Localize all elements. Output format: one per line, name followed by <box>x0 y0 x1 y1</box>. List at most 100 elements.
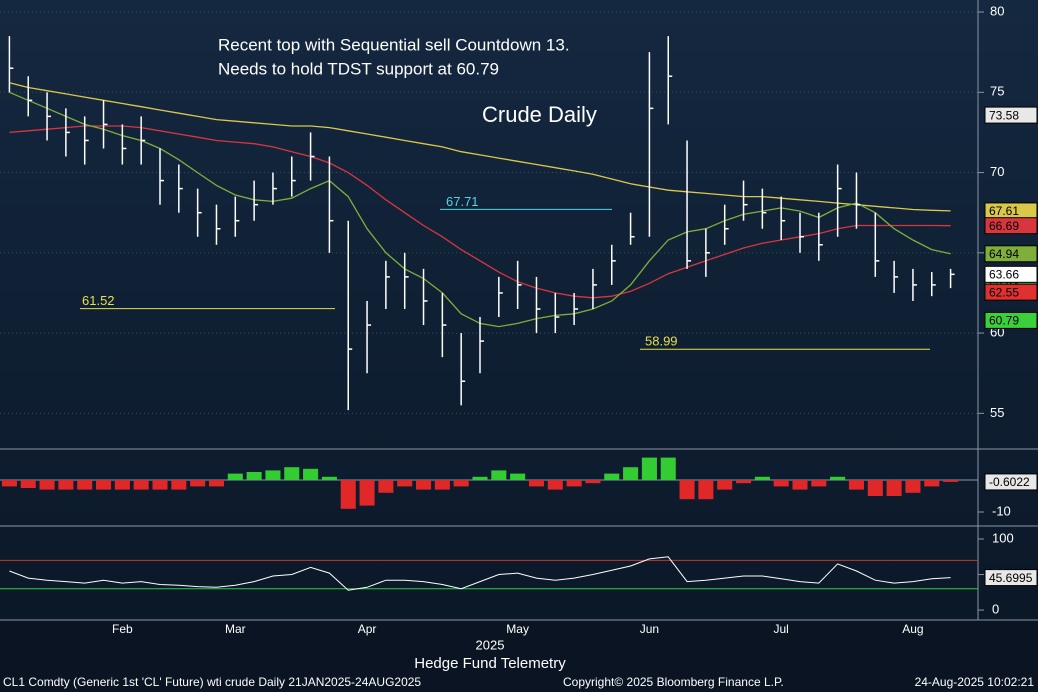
ma-tag-box <box>984 217 1038 235</box>
histogram-bar <box>848 480 864 490</box>
histogram-bar <box>246 472 262 480</box>
moving-average <box>9 125 951 299</box>
histogram-bar <box>886 480 902 496</box>
histogram-bar <box>20 480 36 488</box>
histogram-bar <box>717 480 733 490</box>
x-tick-label: Feb <box>112 622 133 636</box>
y-tick-label: 0 <box>992 601 999 616</box>
histogram-bar <box>1 480 17 487</box>
histogram-bar <box>58 480 74 490</box>
price-tag: 60.79 <box>989 314 1019 328</box>
histogram-bar <box>754 476 770 480</box>
histogram-bar <box>472 476 488 480</box>
histogram-bar <box>811 480 827 487</box>
value-tag: -0.6022 <box>989 475 1030 489</box>
ma-tag-box <box>984 245 1038 263</box>
histogram-bar <box>585 480 601 484</box>
histogram-bar <box>359 480 375 506</box>
value-tag-box <box>984 569 1038 587</box>
histogram-bar <box>623 467 639 480</box>
histogram-bar <box>77 480 93 490</box>
histogram-bar <box>321 476 337 480</box>
rsi-line <box>9 556 951 591</box>
y-tick-label: 70 <box>990 164 1004 179</box>
histogram-bar <box>434 480 450 490</box>
y-tick-label: -10 <box>992 503 1011 518</box>
price-tag-box <box>984 311 1038 329</box>
ma-tag: 64.94 <box>989 247 1019 261</box>
histogram-bar <box>943 480 959 482</box>
histogram-bar <box>547 480 563 490</box>
histogram-bar <box>303 468 319 480</box>
histogram-bar <box>604 473 620 480</box>
last-price-tag: 63.66 <box>989 267 1019 281</box>
x-axis-label: 2025 <box>476 637 505 652</box>
level-label: 67.71 <box>446 194 479 209</box>
x-tick-label: Jul <box>774 622 789 636</box>
histogram-bar <box>491 470 507 480</box>
last-price-tag-box <box>984 265 1038 283</box>
y-tick-label: 100 <box>992 530 1014 545</box>
moving-average <box>9 82 951 212</box>
histogram-bar <box>641 457 657 480</box>
annotation: Recent top with Sequential sell Countdow… <box>218 35 570 54</box>
chart-title: Crude Daily <box>482 102 597 127</box>
histogram-bar <box>133 480 149 490</box>
histogram-bar <box>905 480 921 493</box>
ma-tag: 67.61 <box>989 204 1019 218</box>
histogram-bar <box>114 480 130 490</box>
price-tag-box <box>984 283 1038 301</box>
histogram-bar <box>698 480 714 500</box>
x-tick-label: Aug <box>902 622 923 636</box>
y-tick-label: 75 <box>990 84 1004 99</box>
histogram-bar <box>152 480 168 490</box>
timestamp: 24-Aug-2025 10:02:21 <box>915 675 1035 689</box>
histogram-bar <box>830 476 846 480</box>
level-label: 61.52 <box>82 293 115 308</box>
copyright: Copyright© 2025 Bloomberg Finance L.P. <box>563 675 784 689</box>
histogram-bar <box>679 480 695 500</box>
histogram-bar <box>96 480 112 490</box>
histogram-bar <box>792 480 808 490</box>
histogram-bar <box>208 480 224 487</box>
histogram-bar <box>924 480 940 487</box>
histogram-bar <box>453 480 469 487</box>
histogram-bar <box>190 480 206 487</box>
y-tick-label: 80 <box>990 3 1004 18</box>
x-tick-label: Mar <box>225 622 246 636</box>
x-tick-label: Apr <box>358 622 377 636</box>
y-tick-label: 55 <box>990 405 1004 420</box>
annotation: Needs to hold TDST support at 60.79 <box>218 59 499 78</box>
x-tick-label: Jun <box>640 622 659 636</box>
histogram-bar <box>227 473 243 480</box>
value-tag-box <box>984 473 1038 491</box>
histogram-bar <box>171 480 187 490</box>
histogram-bar <box>416 480 432 490</box>
histogram-bar <box>397 480 413 487</box>
price-tag: 62.55 <box>989 285 1019 299</box>
footer-band <box>0 620 1038 692</box>
histogram-bar <box>660 457 676 480</box>
price-tag: 73.58 <box>989 108 1019 122</box>
histogram-bar <box>340 480 356 509</box>
histogram-bar <box>265 470 281 480</box>
level-label: 58.99 <box>645 334 678 349</box>
histogram-bar <box>566 480 582 487</box>
price-tag-box <box>984 106 1038 124</box>
security: CL1 Comdty (Generic 1st 'CL' Future) wti… <box>3 675 421 689</box>
brand: Hedge Fund Telemetry <box>414 655 566 672</box>
ma-tag: 66.69 <box>989 219 1019 233</box>
x-tick-label: May <box>506 622 529 636</box>
value-tag: 45.6995 <box>989 571 1033 585</box>
histogram-bar <box>736 480 752 484</box>
histogram-bar <box>284 467 300 480</box>
histogram-bar <box>773 480 789 487</box>
histogram-bar <box>378 480 394 493</box>
histogram-bar <box>528 480 544 487</box>
histogram-bar <box>39 480 55 490</box>
histogram-bar <box>510 473 526 480</box>
histogram-bar <box>867 480 883 496</box>
